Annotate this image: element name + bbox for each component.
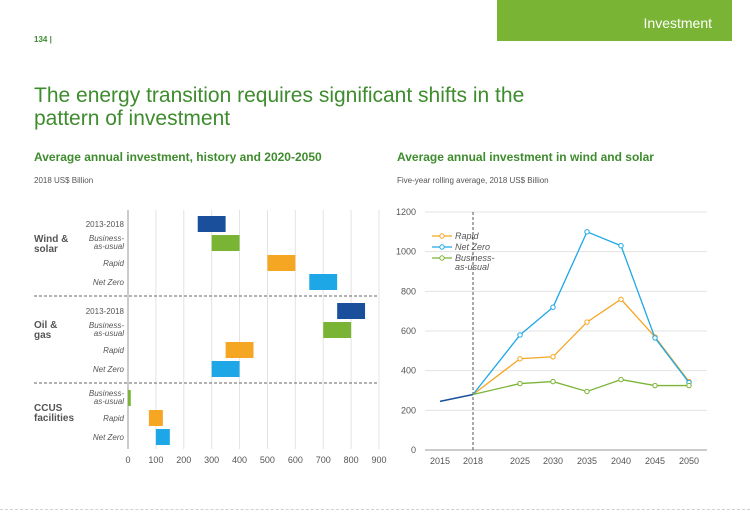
data-point bbox=[584, 388, 590, 395]
y-tick-label: 1200 bbox=[396, 207, 416, 217]
y-tick-label: 1000 bbox=[396, 247, 416, 257]
group-label: solar bbox=[34, 244, 58, 255]
left-chart-units: 2018 US$ Billion bbox=[34, 176, 94, 185]
x-tick-label: 900 bbox=[371, 455, 386, 465]
x-tick-label: 800 bbox=[344, 455, 359, 465]
legend-label: Rapid bbox=[455, 231, 480, 241]
row-label: Business- bbox=[89, 234, 124, 243]
x-tick-label: 2015 bbox=[430, 456, 450, 466]
legend-marker bbox=[439, 244, 445, 250]
group-label: Wind & bbox=[34, 234, 68, 245]
group-label: gas bbox=[34, 330, 52, 341]
x-tick-label: 2025 bbox=[510, 456, 530, 466]
legend-label: as-usual bbox=[455, 262, 490, 272]
data-point bbox=[652, 382, 658, 389]
data-point bbox=[550, 304, 556, 310]
row-label: Rapid bbox=[103, 414, 124, 423]
x-tick-label: 2040 bbox=[611, 456, 631, 466]
footer-divider bbox=[0, 509, 750, 511]
bar bbox=[197, 216, 226, 232]
x-tick-label: 0 bbox=[125, 455, 130, 465]
y-tick-label: 600 bbox=[401, 326, 416, 336]
bar bbox=[148, 410, 163, 426]
series-line bbox=[472, 298, 690, 395]
data-point bbox=[652, 335, 658, 341]
row-label: Rapid bbox=[103, 346, 124, 355]
data-point bbox=[584, 229, 590, 235]
x-tick-label: 700 bbox=[316, 455, 331, 465]
section-tab[interactable]: Investment bbox=[497, 0, 732, 41]
legend-label: Business- bbox=[455, 253, 495, 263]
bar bbox=[309, 274, 338, 290]
legend-marker bbox=[439, 255, 445, 261]
x-tick-label: 500 bbox=[260, 455, 275, 465]
y-tick-label: 0 bbox=[411, 445, 416, 455]
row-label: 2013-2018 bbox=[86, 307, 125, 316]
y-tick-label: 400 bbox=[401, 366, 416, 376]
legend-label: Net Zero bbox=[455, 242, 490, 252]
right-chart-units: Five-year rolling average, 2018 US$ Bill… bbox=[397, 176, 549, 185]
x-tick-label: 2050 bbox=[679, 456, 699, 466]
row-label: Rapid bbox=[103, 259, 124, 268]
data-point bbox=[517, 380, 523, 387]
row-label: as-usual bbox=[94, 242, 124, 251]
right-chart-title: Average annual investment in wind and so… bbox=[397, 150, 654, 164]
y-tick-label: 800 bbox=[401, 286, 416, 296]
group-label: CCUS bbox=[34, 403, 63, 414]
bar bbox=[211, 235, 240, 251]
x-tick-label: 200 bbox=[176, 455, 191, 465]
data-point bbox=[618, 296, 624, 302]
x-tick-label: 600 bbox=[288, 455, 303, 465]
bar bbox=[225, 342, 254, 358]
history-line bbox=[439, 393, 474, 403]
x-tick-label: 2045 bbox=[645, 456, 665, 466]
bar bbox=[323, 322, 352, 338]
row-label: Net Zero bbox=[93, 433, 125, 442]
legend-marker bbox=[439, 233, 445, 239]
data-point bbox=[517, 356, 523, 362]
bar bbox=[128, 390, 131, 406]
data-point bbox=[618, 376, 624, 383]
x-tick-label: 100 bbox=[148, 455, 163, 465]
data-point bbox=[618, 243, 624, 249]
bar bbox=[211, 361, 240, 377]
x-tick-label: 300 bbox=[204, 455, 219, 465]
row-label: Net Zero bbox=[93, 278, 125, 287]
data-point bbox=[517, 332, 523, 338]
x-tick-label: 2035 bbox=[577, 456, 597, 466]
left-chart-title: Average annual investment, history and 2… bbox=[34, 150, 322, 164]
data-point bbox=[550, 378, 556, 385]
row-label: 2013-2018 bbox=[86, 220, 125, 229]
data-point bbox=[550, 354, 556, 360]
row-label: as-usual bbox=[94, 329, 124, 338]
data-point bbox=[584, 319, 590, 325]
bar bbox=[155, 429, 170, 445]
row-label: Net Zero bbox=[93, 365, 125, 374]
group-label: facilities bbox=[34, 413, 74, 424]
data-point bbox=[686, 382, 692, 389]
group-label: Oil & bbox=[34, 320, 57, 331]
bar bbox=[337, 303, 366, 319]
x-tick-label: 400 bbox=[232, 455, 247, 465]
row-label: Business- bbox=[89, 389, 124, 398]
page-title: The energy transition requires significa… bbox=[34, 84, 525, 130]
y-tick-label: 200 bbox=[401, 405, 416, 415]
x-tick-label: 2018 bbox=[463, 456, 483, 466]
row-label: as-usual bbox=[94, 397, 124, 406]
bar bbox=[267, 255, 296, 271]
x-tick-label: 2030 bbox=[543, 456, 563, 466]
page-number: 134 | bbox=[34, 35, 52, 44]
row-label: Business- bbox=[89, 321, 124, 330]
